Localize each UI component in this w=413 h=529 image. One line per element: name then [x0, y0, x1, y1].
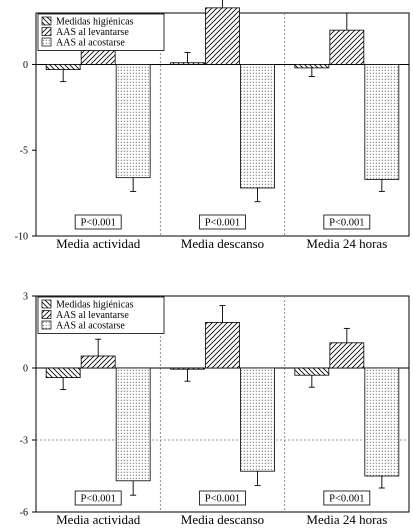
- legend-label: AAS al levantarse: [56, 27, 129, 38]
- bar-dots: [364, 367, 400, 477]
- bar-hatch-fwd: [329, 29, 365, 65]
- legend-label: AAS al acostarse: [56, 321, 125, 332]
- legend-swatch: [41, 320, 52, 330]
- category-label: Media actividad: [56, 236, 141, 251]
- legend-swatch: [41, 27, 52, 36]
- category-label: Media descanso: [181, 512, 264, 527]
- chart-panel-2: -6 -3 0 3 P<0.001 P<0.001 P<0.001 Media activid…: [20, 292, 410, 527]
- legend-label: Medidas higiénicas: [56, 17, 134, 28]
- bar-hatch-fwd: [205, 321, 240, 369]
- p-value-label: P<0.001: [205, 494, 240, 505]
- p-value-label: P<0.001: [329, 218, 364, 229]
- p-value-label: P<0.001: [80, 494, 115, 505]
- legend-box: [37, 13, 165, 51]
- bar-dots: [240, 64, 275, 189]
- p-value-label: P<0.001: [80, 218, 115, 229]
- p-value-label: P<0.001: [329, 494, 364, 505]
- bar-hatch-back: [45, 64, 81, 71]
- legend-swatch: [41, 16, 52, 26]
- plot-frame: [35, 295, 410, 513]
- y-tick-label: 0: [23, 364, 28, 375]
- category-label: Media descanso: [181, 236, 264, 251]
- y-tick-label: -6: [20, 508, 28, 519]
- bar-hatch-back: [170, 367, 205, 370]
- p-value-box: [323, 214, 371, 230]
- bar-dots: [240, 367, 275, 472]
- p-value-box: [199, 490, 246, 506]
- y-tick-label: 0: [23, 60, 28, 71]
- y-tick-label: 3: [23, 292, 28, 303]
- category-label: Media actividad: [56, 512, 141, 527]
- p-value-box: [323, 490, 371, 506]
- charts-container: -10 -5 0 P<0.001 P<0.001 P<0.001 Media activid…: [15, 0, 410, 527]
- legend-label: AAS al levantarse: [56, 310, 129, 321]
- legend-swatch: [41, 310, 52, 319]
- legend-label: Medidas higiénicas: [56, 300, 134, 311]
- y-tick-label: -5: [20, 146, 28, 157]
- bar-dots: [115, 367, 151, 482]
- p-value-box: [74, 214, 122, 230]
- p-value-box: [199, 214, 246, 230]
- category-label: Media 24 horas: [306, 512, 387, 527]
- p-value-label: P<0.001: [205, 218, 240, 229]
- bar-hatch-back: [294, 64, 330, 69]
- bar-hatch-back: [294, 367, 330, 376]
- chart-panel-1: -10 -5 0 P<0.001 P<0.001 P<0.001 Media activid…: [15, 0, 410, 251]
- y-tick-label: -10: [15, 232, 28, 243]
- bar-hatch-back: [170, 62, 205, 65]
- bar-hatch-fwd: [329, 342, 365, 369]
- bar-hatch-fwd: [205, 7, 240, 65]
- bar-hatch-fwd: [80, 355, 116, 369]
- bar-dots: [364, 64, 400, 180]
- bar-dots: [115, 64, 151, 179]
- category-label: Media 24 horas: [306, 236, 387, 251]
- legend-label: AAS al acostarse: [56, 38, 125, 49]
- y-tick-label: -3: [20, 436, 28, 447]
- bar-hatch-back: [45, 367, 81, 379]
- legend-swatch: [41, 37, 52, 47]
- p-value-box: [74, 490, 122, 506]
- legend-swatch: [41, 299, 52, 309]
- legend-box: [37, 296, 165, 334]
